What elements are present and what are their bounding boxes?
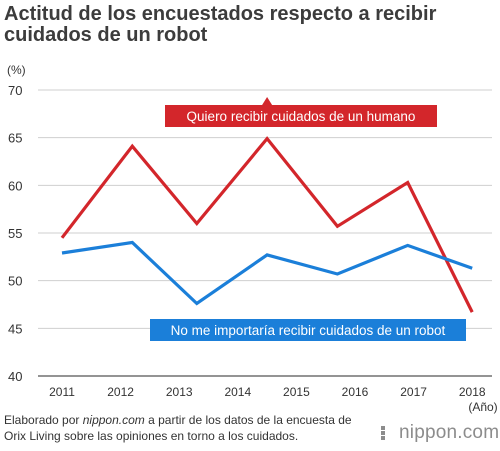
source-note: Elaborado por nippon.com a partir de los… bbox=[4, 412, 374, 444]
chart-title: Actitud de los encuestados respecto a re… bbox=[4, 3, 437, 46]
y-tick-label: 60 bbox=[8, 178, 22, 193]
brand-text: nippon.com bbox=[399, 422, 500, 443]
axes: 40 45 50 55 60 65 70 (%) 2011 2012 2013 2014 2015 201… bbox=[7, 63, 498, 414]
y-tick-label: 70 bbox=[8, 83, 22, 98]
x-tick-label: 2013 bbox=[166, 385, 193, 399]
brand-logo: nippon.com bbox=[378, 422, 499, 444]
series-label-humano-text: Quiero recibir cuidados de un humano bbox=[187, 109, 416, 124]
series-lines bbox=[60, 136, 474, 313]
series-label-humano-pointer bbox=[262, 97, 273, 105]
series-line-robot bbox=[61, 240, 473, 306]
y-axis-label: (%) bbox=[7, 63, 26, 77]
series-label-robot-box bbox=[150, 319, 466, 341]
x-tick-label: 2012 bbox=[107, 385, 134, 399]
y-tick-label: 40 bbox=[8, 369, 22, 384]
x-tick-label: 2011 bbox=[49, 385, 75, 399]
x-tick-label: 2015 bbox=[283, 385, 310, 399]
nippon-logo-icon bbox=[381, 426, 385, 440]
x-tick-label: 2017 bbox=[400, 385, 427, 399]
source-site: nippon.com bbox=[82, 413, 145, 427]
series-label-robot-text: No me importaría recibir cuidados de un … bbox=[171, 323, 446, 338]
x-tick-label: 2014 bbox=[224, 385, 251, 399]
series-line-humano bbox=[60, 136, 474, 313]
source-rest: a partir de los datos de la encuesta de … bbox=[4, 413, 352, 443]
series-labels: Quiero recibir cuidados de un humano No m… bbox=[150, 97, 466, 341]
series-label-humano-box bbox=[165, 105, 437, 127]
series-label-humano: Quiero recibir cuidados de un humano bbox=[165, 97, 437, 127]
x-axis-label: (Año) bbox=[468, 400, 497, 414]
x-tick-label: 2016 bbox=[342, 385, 369, 399]
y-tick-label: 65 bbox=[8, 131, 22, 146]
y-tick-label: 45 bbox=[8, 321, 22, 336]
source-prefix: Elaborado por bbox=[4, 413, 83, 427]
y-tick-label: 55 bbox=[8, 226, 22, 241]
series-label-robot: No me importaría recibir cuidados de un … bbox=[150, 319, 466, 341]
x-tick-label: 2018 bbox=[459, 385, 486, 399]
y-tick-label: 50 bbox=[8, 274, 22, 289]
